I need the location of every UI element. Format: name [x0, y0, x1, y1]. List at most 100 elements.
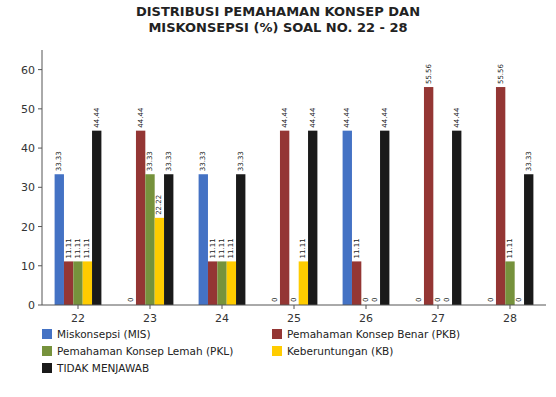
bar	[496, 87, 505, 305]
bar	[280, 131, 289, 305]
bar	[199, 174, 208, 305]
bars	[55, 87, 534, 305]
data-labels: 33.33033.33044.440011.1144.4411.1144.441…	[55, 63, 532, 302]
bar	[236, 174, 245, 305]
data-label: 0	[415, 298, 423, 302]
data-label: 0	[271, 298, 279, 302]
data-label: 0	[515, 298, 523, 302]
data-label: 11.11	[353, 238, 361, 258]
data-label: 0	[487, 298, 495, 302]
y-tick-label: 20	[21, 221, 35, 234]
y-tick-label: 10	[21, 260, 35, 273]
data-label: 0	[362, 298, 370, 302]
data-label: 33.33	[146, 151, 154, 171]
x-tick	[366, 305, 367, 309]
y-tick-label: 60	[21, 64, 35, 77]
bar	[424, 87, 433, 305]
data-label: 44.44	[137, 107, 145, 128]
data-label: 33.33	[525, 151, 533, 171]
x-tick	[222, 305, 223, 309]
chart-svg: DISTRIBUSI PEMAHAMAN KONSEP DANMISKONSEP…	[0, 0, 556, 397]
legend-label: Pemahaman Konsep Benar (PKB)	[287, 328, 460, 340]
legend: Miskonsepsi (MIS)Pemahaman Konsep Benar …	[42, 328, 460, 374]
data-label: 44.44	[309, 107, 317, 128]
bar	[452, 131, 461, 305]
bar	[155, 218, 164, 305]
x-tick-label: 25	[287, 312, 301, 325]
y-tick-label: 50	[21, 103, 35, 116]
data-label: 11.11	[65, 238, 73, 258]
chart-container: DISTRIBUSI PEMAHAMAN KONSEP DANMISKONSEP…	[0, 0, 556, 397]
data-label: 44.44	[381, 107, 389, 128]
bar	[92, 131, 101, 305]
bar	[299, 261, 308, 305]
x-tick-label: 23	[143, 312, 157, 325]
data-label: 44.44	[281, 107, 289, 128]
data-label: 0	[127, 298, 135, 302]
legend-swatch	[42, 363, 52, 373]
bar	[308, 131, 317, 305]
x-axis	[42, 305, 546, 306]
data-label: 11.11	[227, 238, 235, 258]
bar	[352, 261, 361, 305]
legend-swatch	[272, 329, 282, 339]
x-tick-label: 27	[431, 312, 445, 325]
data-label: 33.33	[199, 151, 207, 171]
y-tick	[38, 69, 42, 70]
bar	[505, 261, 514, 305]
bar	[217, 261, 226, 305]
bar	[227, 261, 236, 305]
legend-swatch	[272, 346, 282, 356]
y-tick-label: 40	[21, 142, 35, 155]
x-tick-label: 26	[359, 312, 373, 325]
legend-label: TIDAK MENJAWAB	[56, 362, 149, 374]
bar	[64, 261, 73, 305]
data-label: 11.11	[83, 238, 91, 258]
data-label: 0	[290, 298, 298, 302]
bar	[136, 131, 145, 305]
title-line: DISTRIBUSI PEMAHAMAN KONSEP DAN	[136, 4, 420, 19]
title: DISTRIBUSI PEMAHAMAN KONSEP DANMISKONSEP…	[136, 4, 420, 35]
legend-label: Keberuntungan (KB)	[287, 345, 393, 357]
data-label: 11.11	[209, 238, 217, 258]
bar	[380, 131, 389, 305]
x-tick	[510, 305, 511, 309]
x-tick	[438, 305, 439, 309]
legend-swatch	[42, 346, 52, 356]
data-label: 11.11	[74, 238, 82, 258]
bar	[55, 174, 64, 305]
y-axis	[42, 50, 43, 305]
y-tick	[38, 226, 42, 227]
data-label: 11.11	[506, 238, 514, 258]
data-label: 44.44	[93, 107, 101, 128]
x-tick	[78, 305, 79, 309]
data-label: 11.11	[299, 238, 307, 258]
bar	[208, 261, 217, 305]
bar	[343, 131, 352, 305]
data-label: 11.11	[218, 238, 226, 258]
y-tick-label: 0	[28, 299, 35, 312]
data-label: 44.44	[453, 107, 461, 128]
data-label: 44.44	[343, 107, 351, 128]
data-label: 22.22	[155, 195, 163, 215]
data-label: 0	[371, 298, 379, 302]
bar	[83, 261, 92, 305]
legend-label: Pemahaman Konsep Lemah (PKL)	[57, 345, 233, 357]
y-tick	[38, 265, 42, 266]
y-tick	[38, 108, 42, 109]
x-tick-label: 22	[71, 312, 85, 325]
data-label: 55.56	[425, 63, 433, 84]
x-tick-label: 24	[215, 312, 229, 325]
data-label: 33.33	[165, 151, 173, 171]
data-label: 55.56	[497, 63, 505, 84]
data-label: 0	[434, 298, 442, 302]
legend-swatch	[42, 329, 52, 339]
y-tick	[38, 187, 42, 188]
bar	[524, 174, 533, 305]
data-label: 0	[443, 298, 451, 302]
x-tick	[294, 305, 295, 309]
x-tick	[150, 305, 151, 309]
bar	[145, 174, 154, 305]
data-label: 33.33	[237, 151, 245, 171]
bar	[73, 261, 82, 305]
